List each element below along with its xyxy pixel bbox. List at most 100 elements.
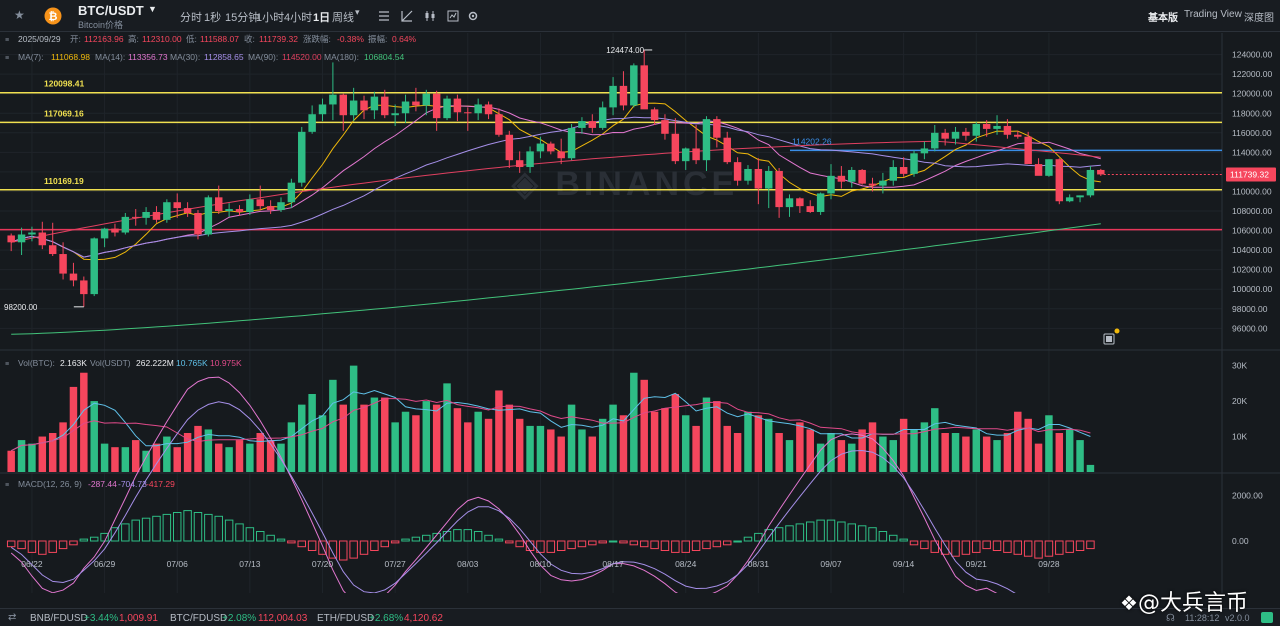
symbol-subtitle: Bitcoin价格 <box>78 20 124 30</box>
macd-histogram-bar <box>48 540 57 553</box>
volume-bar <box>879 436 887 472</box>
candle-body <box>806 206 814 212</box>
macd-histogram-bar <box>806 521 815 542</box>
ma90-line <box>11 140 1101 243</box>
view-tradingview[interactable]: Trading View <box>1184 9 1242 20</box>
time-axis-label: 06/22 <box>21 559 43 569</box>
macd-dif-value: -287.44 <box>88 479 117 489</box>
interval-1s[interactable]: 1秒 <box>204 12 222 24</box>
chart-style-icon[interactable] <box>447 10 459 22</box>
view-basic[interactable]: 基本版 <box>1148 13 1178 24</box>
candle-body <box>899 167 908 174</box>
macd-histogram-bar <box>722 540 732 546</box>
macd-histogram-bar <box>992 540 1002 551</box>
chart-canvas[interactable]: ◈ BINANCE 120098.41 117069.16 110169.19 114… <box>0 33 1280 593</box>
svg-text:≡: ≡ <box>5 55 9 62</box>
symbol-title[interactable]: BTC/USDT <box>78 3 144 18</box>
macd-histogram-bar <box>27 540 37 553</box>
volume-bar <box>868 422 877 472</box>
interval-1w[interactable]: 周线 <box>332 12 354 24</box>
candle-body <box>702 119 711 161</box>
candle-body <box>204 197 213 235</box>
macd-histogram-bar <box>1003 540 1012 553</box>
candle-body <box>993 125 1001 129</box>
ticker-bar: ⇄ BNB/FDUSD +3.44% 1,009.91 BTC/FDUSD +2… <box>0 608 1280 626</box>
volume-bar <box>80 372 88 472</box>
candle-body <box>733 162 742 181</box>
level-label: 117069.16 <box>44 108 84 118</box>
candle-body <box>744 168 752 181</box>
macd-histogram-bar <box>266 534 275 542</box>
volume-bar <box>48 433 57 472</box>
macd-histogram-bar <box>204 513 213 542</box>
symbol-dropdown-icon[interactable]: ▼ <box>148 4 157 14</box>
indicators-icon[interactable] <box>378 10 390 22</box>
ma14-label: MA(14): <box>95 52 125 62</box>
interval-15m[interactable]: 15分钟 <box>225 12 260 24</box>
candle-body <box>515 160 524 168</box>
time-axis-label: 08/10 <box>530 559 552 569</box>
interval-realtime[interactable]: 分时 <box>180 12 202 24</box>
volume-bar <box>339 404 347 472</box>
candle-body <box>474 104 482 114</box>
volume-bar <box>505 404 514 472</box>
volume-bar <box>765 418 773 472</box>
macd-histogram-bar <box>287 540 296 544</box>
chart-reset-icon[interactable] <box>1103 328 1120 345</box>
time-axis-label: 08/24 <box>675 559 697 569</box>
macd-histogram-bar <box>940 540 950 555</box>
interval-1h[interactable]: 1小时 <box>256 12 285 24</box>
macd-histogram-bar <box>422 534 431 542</box>
macd-histogram-bar <box>930 540 940 553</box>
headset-icon[interactable]: ☊ <box>1166 613 1175 624</box>
drawing-tools-icon[interactable] <box>401 10 413 22</box>
ma14-line <box>11 105 1101 258</box>
candle-body <box>90 238 98 295</box>
macd-histogram-bar <box>712 540 722 548</box>
volume-bar <box>381 397 389 472</box>
candle-body <box>453 98 462 113</box>
ma90-value: 114520.00 <box>282 52 322 62</box>
interval-4h[interactable]: 4小时 <box>284 12 313 24</box>
high-label: 高: <box>128 34 139 44</box>
candle-body <box>868 183 877 186</box>
time-axis-label: 09/07 <box>820 559 842 569</box>
candle-body <box>360 100 368 111</box>
volume-bar <box>796 422 804 472</box>
favorite-star-icon[interactable]: ★ <box>14 8 25 22</box>
volume-bar <box>941 433 949 472</box>
price-axis-label: 122000.00 <box>1232 69 1272 79</box>
candle-body <box>391 113 399 116</box>
volume-bar <box>785 440 794 472</box>
macd-dif-line <box>10 376 998 593</box>
time-axis-label: 07/27 <box>385 559 407 569</box>
ticker-settings-icon[interactable]: ⇄ <box>8 612 17 623</box>
volume-bar <box>744 411 752 472</box>
time-axis-label: 07/13 <box>239 559 261 569</box>
candle-type-icon[interactable] <box>424 10 436 22</box>
ticker-symbol-1[interactable]: BTC/FDUSD <box>170 613 228 624</box>
volume-bar <box>59 422 67 472</box>
candle-body <box>1055 159 1064 202</box>
ticker-symbol-0[interactable]: BNB/FDUSD <box>30 613 88 624</box>
macd-histogram-bar <box>972 540 981 553</box>
volume-bar <box>827 433 835 472</box>
settings-gear-icon[interactable] <box>467 10 479 22</box>
volume-bar <box>1003 433 1012 472</box>
change-value: -0.38% <box>337 34 364 44</box>
volume-bar <box>910 429 918 472</box>
volume-bar <box>557 436 565 472</box>
volume-ma10-line <box>10 398 1091 452</box>
interval-1d[interactable]: 1日 <box>313 12 331 24</box>
volume-bar <box>640 379 648 472</box>
price-axis-label: 110000.00 <box>1232 186 1272 196</box>
macd-histogram-bar <box>650 540 659 550</box>
interval-more-icon[interactable]: ▾ <box>355 7 360 17</box>
volume-bar <box>931 408 939 472</box>
volume-bar <box>702 397 711 472</box>
ticker-change-0: +3.44% <box>84 613 119 624</box>
ticker-symbol-2[interactable]: ETH/FDUSD <box>317 613 375 624</box>
macd-histogram-bar <box>69 540 78 546</box>
view-depth[interactable]: 深度图 <box>1244 13 1274 24</box>
candle-body <box>931 132 939 149</box>
